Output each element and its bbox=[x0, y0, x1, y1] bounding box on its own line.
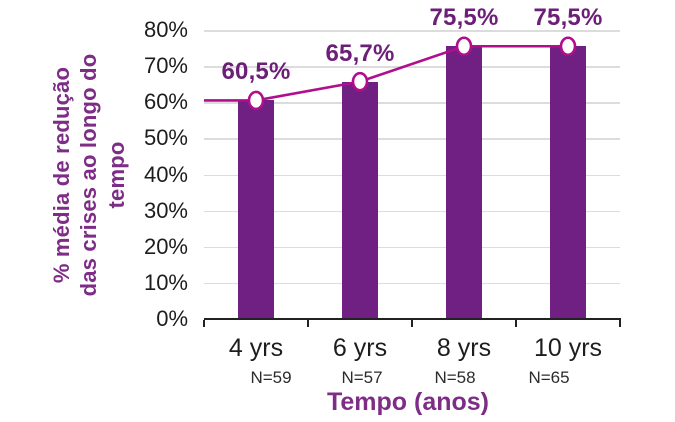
data-point-marker bbox=[455, 36, 473, 57]
y-tick-label: 40% bbox=[143, 161, 188, 187]
bar bbox=[238, 100, 274, 319]
x-axis-tick bbox=[619, 320, 621, 327]
data-label: 65,7% bbox=[325, 39, 395, 67]
data-label: 75,5% bbox=[429, 4, 499, 32]
x-axis-tick bbox=[411, 320, 413, 327]
data-point-marker bbox=[559, 36, 577, 57]
n-count-label: N=65 bbox=[528, 368, 570, 387]
gridline bbox=[204, 174, 620, 176]
gridline bbox=[204, 246, 620, 249]
x-axis-title: Tempo (anos) bbox=[326, 388, 490, 416]
y-tick-label: 20% bbox=[143, 233, 188, 259]
bar bbox=[446, 46, 482, 319]
category-label: 8 yrs bbox=[436, 334, 492, 362]
y-tick-label: 70% bbox=[143, 53, 188, 79]
plot-area: 60,5% 65,7% 75,5% 75,5% bbox=[204, 4, 620, 319]
x-axis-tick bbox=[203, 320, 205, 327]
data-label: 75,5% bbox=[533, 4, 603, 32]
gridline bbox=[204, 282, 620, 285]
category-label: 10 yrs bbox=[533, 334, 603, 362]
category-label: 4 yrs bbox=[228, 334, 284, 362]
y-tick-label: 80% bbox=[143, 17, 188, 42]
y-tick-label: 0% bbox=[156, 306, 188, 331]
y-tick-label: 10% bbox=[143, 269, 188, 295]
data-point-marker bbox=[247, 90, 265, 111]
data-point-marker bbox=[351, 71, 369, 92]
gridline bbox=[204, 30, 620, 32]
x-axis-line bbox=[204, 318, 621, 320]
bar bbox=[342, 81, 378, 319]
gridline bbox=[204, 102, 620, 104]
gridline bbox=[204, 138, 620, 140]
n-count-label: N=58 bbox=[434, 368, 476, 387]
n-count-label: N=59 bbox=[250, 368, 292, 387]
gridline bbox=[204, 66, 620, 68]
data-label: 60,5% bbox=[221, 58, 291, 86]
bar bbox=[550, 46, 586, 319]
trend-line-svg bbox=[204, 36, 577, 111]
x-axis-tick bbox=[307, 320, 309, 327]
y-tick-label: 60% bbox=[143, 89, 188, 115]
n-count-label: N=57 bbox=[341, 368, 383, 387]
category-label: 6 yrs bbox=[332, 334, 388, 362]
y-tick-label: 30% bbox=[143, 197, 188, 223]
x-axis-tick bbox=[515, 320, 517, 327]
y-tick-label: 50% bbox=[143, 125, 188, 151]
gridline bbox=[204, 210, 620, 213]
